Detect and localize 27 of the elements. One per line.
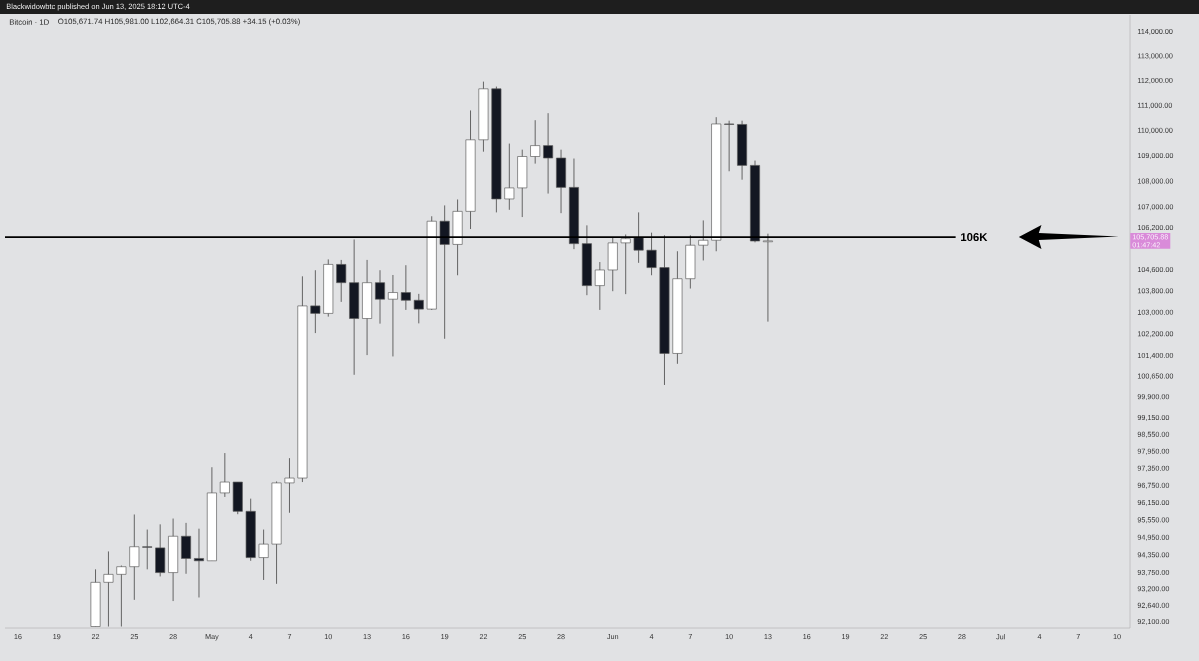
candlestick [103,550,114,627]
candlestick [129,514,140,601]
candlestick [258,529,269,581]
candlestick [181,522,192,575]
candlestick [530,119,541,165]
ref-line-label: 106K [961,233,988,242]
candlestick [375,269,385,325]
candlestick [698,219,709,261]
candlestick [116,565,127,627]
candlestick [646,232,657,276]
candlestick [284,457,295,514]
candlestick [387,274,398,357]
candlestick [310,269,321,334]
candlestick [633,211,644,264]
candlestick [193,528,204,598]
candlestick [543,112,554,195]
candlestick [620,234,631,295]
candlestick [439,204,450,340]
candlestick [504,143,515,211]
candlestick [400,264,411,311]
candlestick [219,452,230,498]
candlestick [142,529,153,570]
candlestick [413,293,424,324]
candlestick [724,120,735,172]
candlestick [762,233,773,323]
candlestick [336,259,347,303]
candlestick [594,261,605,311]
